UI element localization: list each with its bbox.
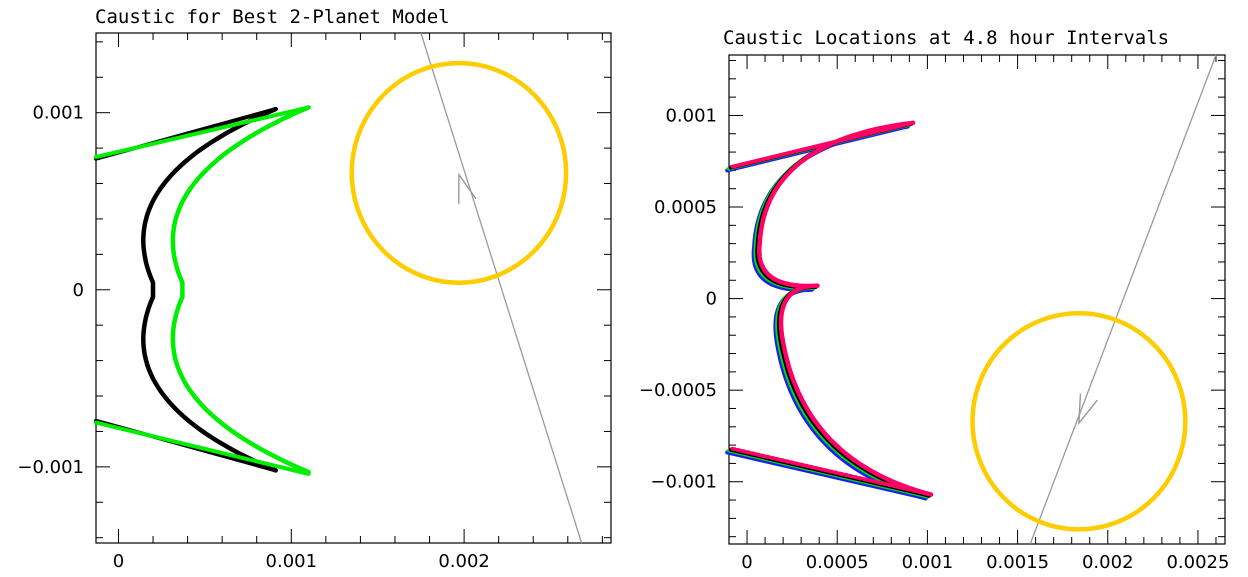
chart-right-ytick-label: 0.0005: [654, 197, 717, 218]
chart-left-xtick-label: 0.001: [266, 551, 318, 572]
chart-left-ytick-label: 0.001: [32, 103, 84, 124]
chart-left-caustic-black: [94, 106, 278, 473]
chart-left-trajectory-arrow: [458, 172, 477, 205]
chart-right-xtick-label: 0: [741, 552, 752, 573]
caustic-lower-arc: [778, 283, 934, 497]
chart-right-xtick-label: 0.0005: [806, 552, 869, 573]
chart-right-xtick-label: 0.0015: [986, 552, 1049, 573]
caustic-upper-arc: [755, 121, 914, 290]
chart-right-ytick-label: 0: [706, 289, 717, 310]
caustic-upper-arc: [753, 122, 912, 291]
caustic-upper-arc: [757, 120, 916, 289]
chart-right-xtick-label: 0.002: [1082, 552, 1134, 573]
chart-right-caustic-red: [730, 120, 934, 497]
chart-right-ticks: 0 0.0005 0.001 0.0015 0.002 0.0025 −0.001 −0.00…: [639, 55, 1229, 573]
chart-left-xtick-label: 0.002: [438, 551, 490, 572]
chart-right-trajectory-arrow: [1078, 393, 1098, 426]
chart-left-trajectory: [420, 32, 583, 544]
chart-right-title: Caustic Locations at 4.8 hour Intervals: [723, 27, 1169, 49]
chart-right-ytick-label: 0.001: [665, 105, 717, 126]
caustic-lower-arc: [141, 287, 278, 473]
caustic-upper-arc: [751, 124, 910, 292]
chart-right-ytick-label: −0.0005: [639, 380, 717, 401]
chart-left-source-circle: [349, 60, 569, 285]
chart-left-ticks: 0 0.001 0.002 −0.001 0 0.001: [17, 33, 611, 572]
caustic-upper-arc: [141, 106, 278, 293]
chart-right-plot: [725, 54, 1217, 545]
chart-right-source-circle: [970, 310, 1188, 532]
caustic-lower-line: [730, 446, 933, 497]
chart-right-xtick-label: 0.0025: [1166, 552, 1229, 573]
caustic-upper-line: [94, 105, 311, 159]
chart-left-title: Caustic for Best 2-Planet Model: [95, 6, 450, 28]
caustic-upper-arc: [170, 105, 311, 293]
chart-left-xtick-label: 0: [113, 551, 124, 572]
chart-left-frame: [95, 32, 612, 544]
chart-left-ytick-label: −0.001: [17, 457, 84, 478]
chart-right: Caustic Locations at 4.8 hour Intervals …: [639, 27, 1230, 573]
caustic-lower-arc: [170, 287, 311, 475]
caustic-upper-line: [730, 120, 915, 169]
chart-left-plot: [94, 32, 583, 544]
chart-left-caustic-green: [94, 105, 311, 476]
caustic-lower-line: [725, 450, 928, 501]
chart-right-xtick-label: 0.001: [902, 552, 954, 573]
chart-left: Caustic for Best 2-Planet Model 0 0.001 0.…: [17, 6, 612, 572]
chart-right-trajectory: [1029, 54, 1217, 545]
chart-left-ytick-label: 0: [73, 280, 84, 301]
caustic-lower-line: [94, 420, 311, 476]
chart-right-frame: [728, 54, 1226, 545]
chart-right-ytick-label: −0.001: [650, 472, 717, 493]
